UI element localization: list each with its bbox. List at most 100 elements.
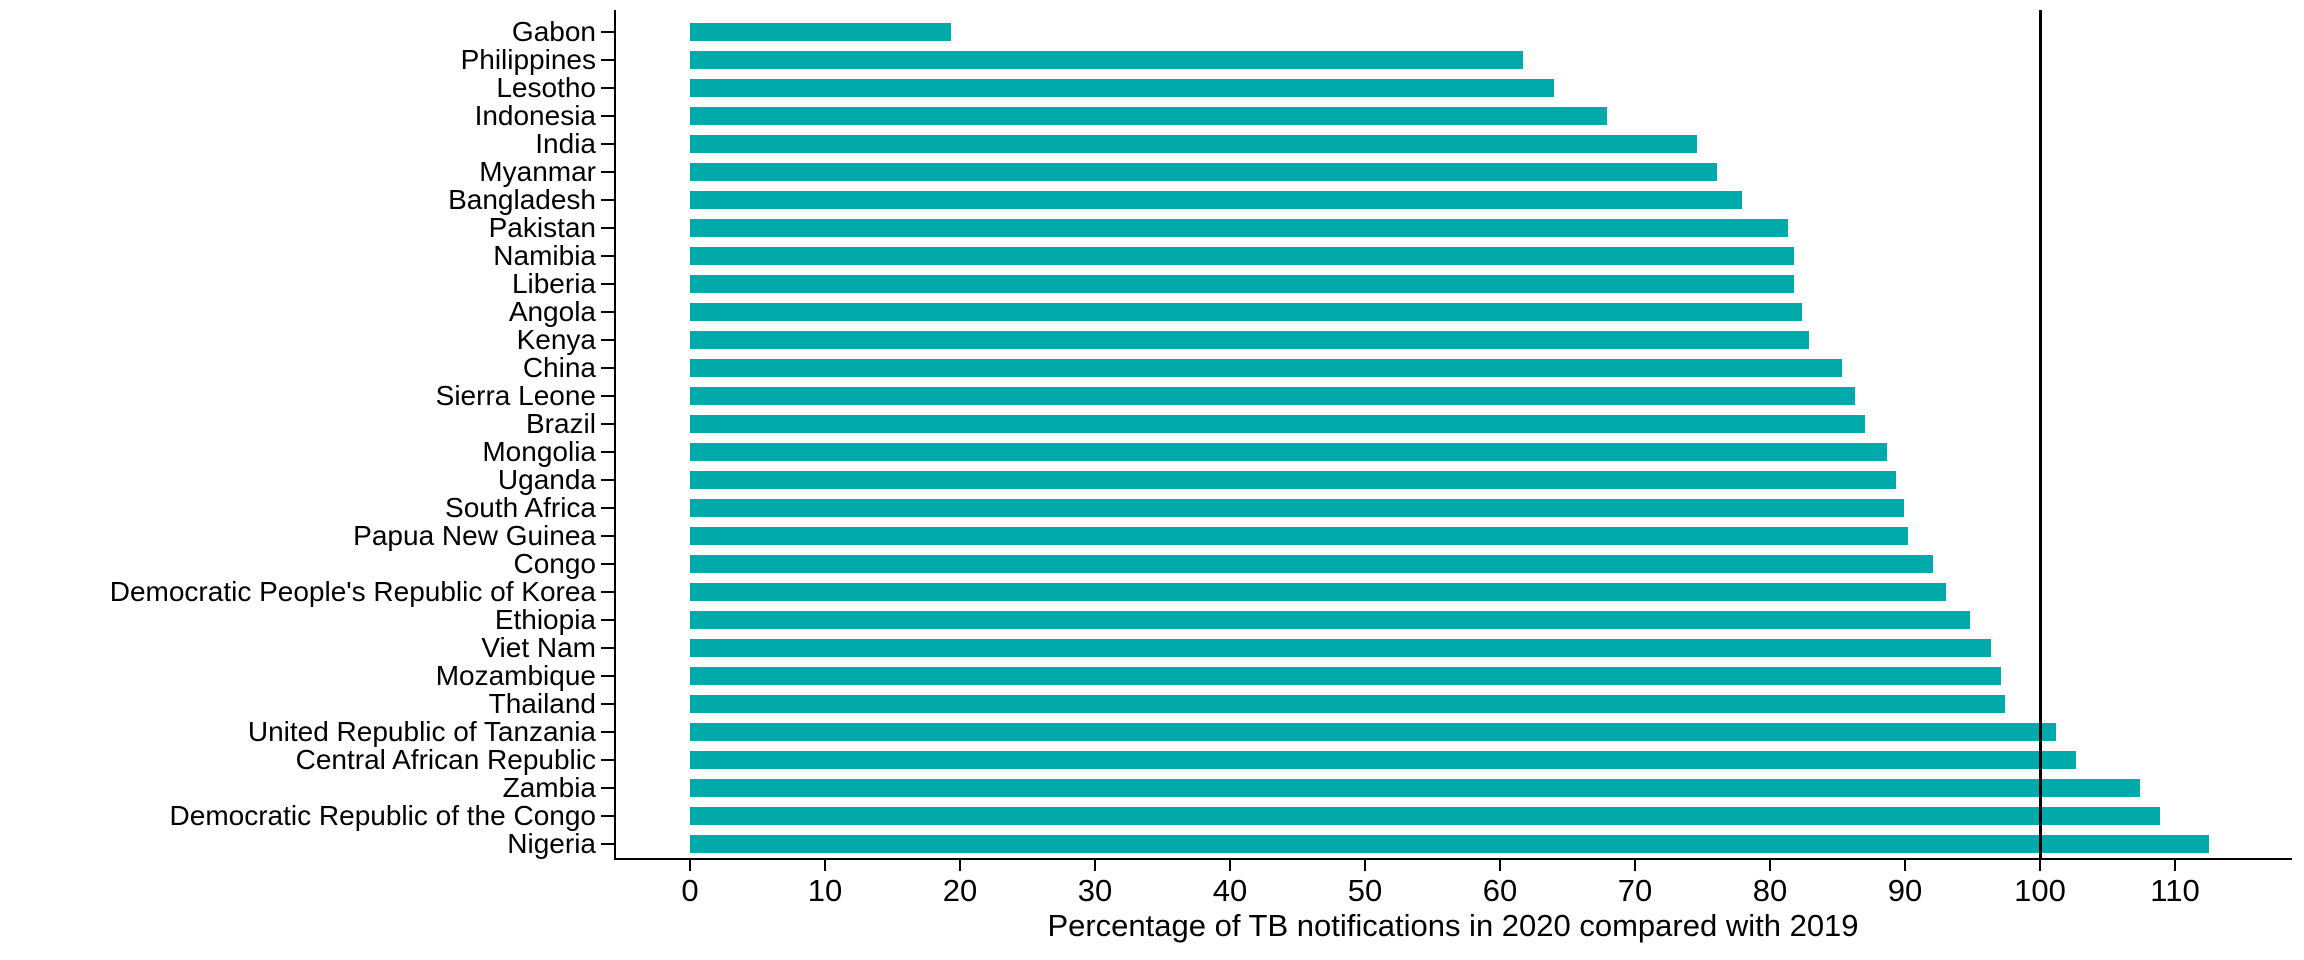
y-tick (601, 730, 614, 733)
y-tick (601, 226, 614, 229)
x-tick (689, 860, 691, 871)
bar (690, 190, 1742, 209)
bar (690, 750, 2076, 769)
bar (690, 274, 1794, 293)
y-axis-label: Gabon (511, 15, 596, 47)
y-tick (601, 534, 614, 537)
y-tick (601, 282, 614, 285)
bar (690, 610, 1970, 629)
y-axis-label: Sierra Leone (435, 379, 596, 411)
y-axis-label: Pakistan (488, 211, 596, 243)
y-tick (601, 562, 614, 565)
y-tick (601, 758, 614, 761)
x-axis-line (614, 858, 2292, 860)
y-tick (601, 506, 614, 509)
bar (690, 162, 1717, 181)
y-axis-label: Papua New Guinea (353, 519, 596, 551)
y-axis-label: Ethiopia (494, 603, 596, 635)
bar (690, 218, 1788, 237)
bar (690, 778, 2140, 797)
x-axis-title: Percentage of TB notifications in 2020 c… (1047, 908, 1859, 943)
bar (690, 50, 1523, 69)
y-axis-label: Democratic People's Republic of Korea (109, 575, 596, 607)
y-tick (601, 394, 614, 397)
y-tick (601, 366, 614, 369)
x-tick (1634, 860, 1636, 871)
y-tick (601, 254, 614, 257)
y-tick (601, 170, 614, 173)
bar (690, 330, 1809, 349)
x-tick-label: 30 (1077, 873, 1113, 908)
x-tick-label: 50 (1347, 873, 1383, 908)
bar (690, 78, 1554, 97)
y-axis-label: United Republic of Tanzania (247, 715, 596, 747)
x-tick (824, 860, 826, 871)
y-axis-label: Uganda (497, 463, 596, 495)
y-tick (601, 30, 614, 33)
bar (690, 806, 2160, 825)
y-axis-label: Philippines (460, 43, 596, 75)
y-axis-label: Liberia (511, 267, 596, 299)
bar (690, 386, 1855, 405)
x-tick (1499, 860, 1501, 871)
y-axis-label: Myanmar (479, 155, 596, 187)
y-tick (601, 142, 614, 145)
y-axis-label: Kenya (516, 323, 596, 355)
bar (690, 442, 1887, 461)
y-axis-label: Democratic Republic of the Congo (169, 799, 596, 831)
y-tick (601, 814, 614, 817)
y-axis-label: South Africa (445, 491, 596, 523)
y-axis-label: Namibia (493, 239, 596, 271)
y-axis-line (614, 10, 616, 860)
x-tick (1364, 860, 1366, 871)
y-tick (601, 842, 614, 845)
x-tick-label: 100 (2014, 873, 2066, 908)
bar (690, 414, 1865, 433)
x-tick (1094, 860, 1096, 871)
y-axis-label: Thailand (488, 687, 596, 719)
bar (690, 526, 1908, 545)
x-tick (2039, 860, 2041, 871)
y-axis-label: India (535, 127, 596, 159)
y-axis-label: Lesotho (496, 71, 596, 103)
y-tick (601, 646, 614, 649)
bar (690, 106, 1607, 125)
bar (690, 470, 1896, 489)
y-tick (601, 478, 614, 481)
y-tick (601, 618, 614, 621)
y-tick (601, 310, 614, 313)
x-tick (1904, 860, 1906, 871)
y-tick (601, 198, 614, 201)
bar (690, 22, 951, 41)
y-axis-label: Indonesia (474, 99, 596, 131)
x-tick-label: 90 (1887, 873, 1923, 908)
y-tick (601, 450, 614, 453)
bar (690, 638, 1991, 657)
y-tick (601, 786, 614, 789)
bar (690, 582, 1946, 601)
bar (690, 246, 1794, 265)
bar (690, 694, 2005, 713)
x-tick (959, 860, 961, 871)
x-tick-label: 40 (1212, 873, 1248, 908)
y-axis-label: China (522, 351, 596, 383)
bar (690, 358, 1842, 377)
x-tick-label: 20 (942, 873, 978, 908)
y-axis-label: Zambia (502, 771, 596, 803)
y-tick (601, 674, 614, 677)
y-tick (601, 58, 614, 61)
x-tick (2174, 860, 2176, 871)
y-tick (601, 702, 614, 705)
bar (690, 302, 1802, 321)
reference-line-100 (2038, 10, 2042, 858)
x-tick-label: 70 (1617, 873, 1653, 908)
y-axis-label: Viet Nam (481, 631, 596, 663)
x-tick-label: 0 (681, 873, 699, 908)
y-tick (601, 114, 614, 117)
x-tick-label: 80 (1752, 873, 1788, 908)
y-axis-label: Angola (508, 295, 596, 327)
bar (690, 722, 2056, 741)
bar (690, 834, 2209, 853)
x-tick (1229, 860, 1231, 871)
